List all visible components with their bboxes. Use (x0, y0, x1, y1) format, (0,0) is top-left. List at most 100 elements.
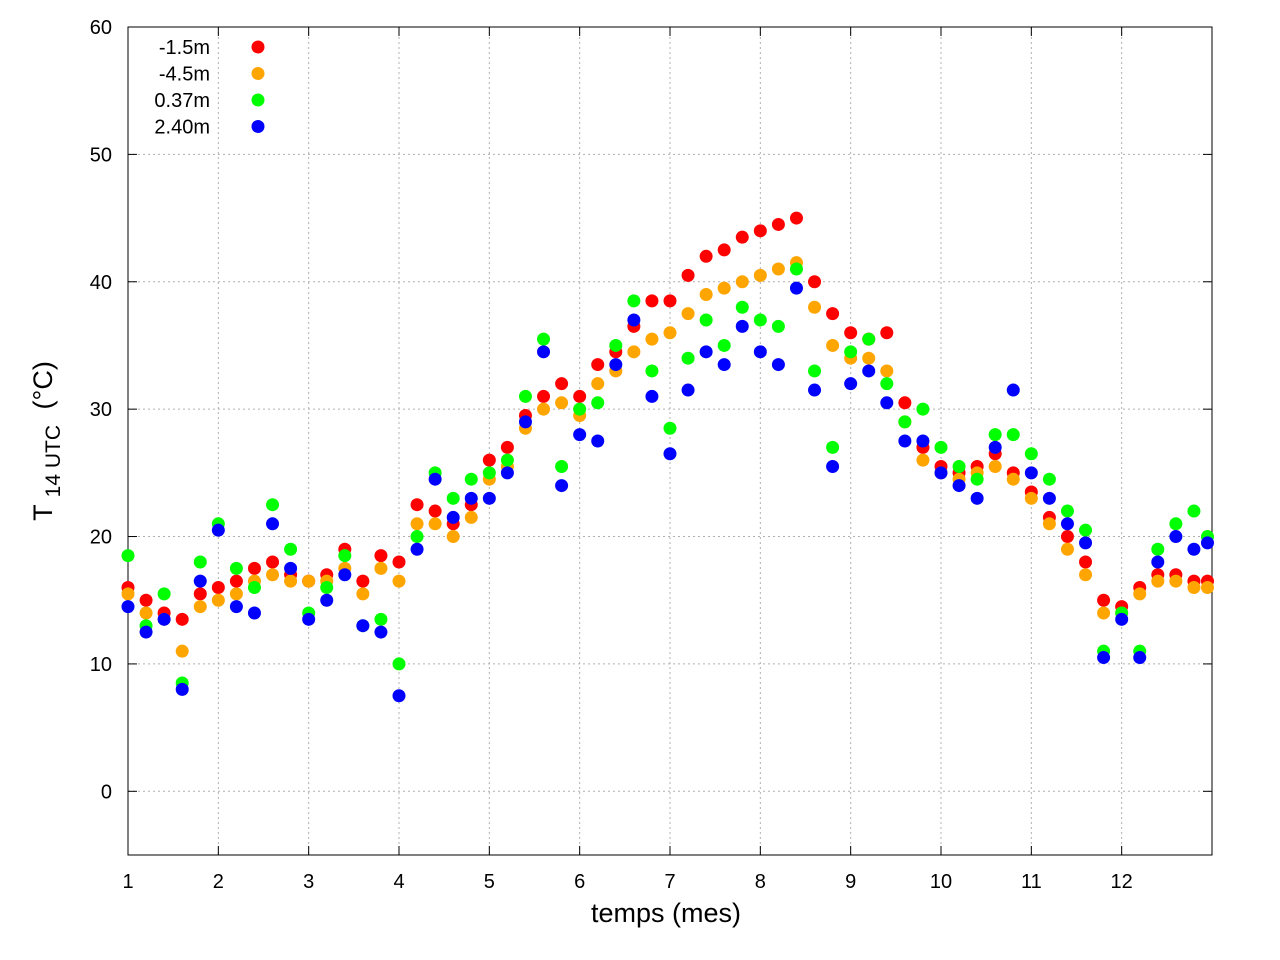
data-point (374, 625, 388, 639)
y-tick-label: 50 (90, 144, 112, 166)
data-point (898, 396, 912, 410)
data-point (1151, 574, 1165, 588)
data-point (663, 326, 677, 340)
data-point (1151, 542, 1165, 556)
data-point (1097, 606, 1111, 620)
x-tick-label: 4 (393, 871, 404, 893)
data-point (374, 549, 388, 563)
data-point (193, 574, 207, 588)
x-tick-label: 8 (755, 871, 766, 893)
data-point (1187, 504, 1201, 518)
data-point (681, 268, 695, 282)
data-point (681, 307, 695, 321)
data-point (266, 555, 280, 569)
data-point (1079, 568, 1093, 582)
data-point (1079, 523, 1093, 537)
data-point (916, 434, 930, 448)
legend-label: 0.37m (154, 90, 210, 112)
data-point (735, 319, 749, 333)
data-point (1169, 574, 1183, 588)
data-point (139, 593, 153, 607)
data-point (284, 542, 298, 556)
data-point (537, 389, 551, 403)
data-point (627, 345, 641, 359)
legend-marker (251, 40, 265, 54)
y-axis-title-unit: (°C) (28, 361, 58, 409)
data-point (771, 217, 785, 231)
data-point (789, 281, 803, 295)
data-point (1060, 517, 1074, 531)
data-point (1200, 536, 1214, 550)
data-point (428, 517, 442, 531)
data-point (175, 644, 189, 658)
data-point (880, 326, 894, 340)
x-tick-label: 5 (484, 871, 495, 893)
data-point (862, 332, 876, 346)
data-point (229, 587, 243, 601)
data-point (789, 262, 803, 276)
y-tick-label: 60 (90, 17, 112, 39)
data-point (1200, 580, 1214, 594)
y-axis-title-main: T (28, 505, 58, 521)
y-tick-label: 10 (90, 654, 112, 676)
data-point (320, 593, 334, 607)
data-point (735, 275, 749, 289)
data-point (464, 472, 478, 486)
data-point (1115, 612, 1129, 626)
data-point (157, 612, 171, 626)
series-0.37m (121, 262, 1214, 690)
data-point (320, 580, 334, 594)
data-point (988, 459, 1002, 473)
data-point (808, 383, 822, 397)
data-point (428, 472, 442, 486)
data-point (934, 440, 948, 454)
data-point (1042, 517, 1056, 531)
data-point (157, 587, 171, 601)
data-point (446, 510, 460, 524)
data-point (717, 358, 731, 372)
data-point (627, 313, 641, 327)
legend-label: -1.5m (159, 37, 210, 59)
data-point (717, 338, 731, 352)
data-point (771, 319, 785, 333)
data-point (663, 294, 677, 308)
data-point (302, 574, 316, 588)
data-point (1042, 472, 1056, 486)
x-tick-label: 11 (1021, 871, 1042, 893)
x-tick-label: 1 (122, 871, 133, 893)
data-point (338, 549, 352, 563)
data-point (645, 332, 659, 346)
data-point (247, 580, 261, 594)
data-point (880, 396, 894, 410)
data-point (916, 453, 930, 467)
data-point (139, 625, 153, 639)
legend-marker (251, 93, 265, 107)
legend-marker (251, 67, 265, 80)
data-point (844, 377, 858, 391)
data-point (645, 294, 659, 308)
data-point (392, 657, 406, 671)
data-point (392, 555, 406, 569)
x-tick-label: 6 (574, 871, 585, 893)
data-point (1060, 542, 1074, 556)
data-point (229, 574, 243, 588)
data-point (916, 402, 930, 416)
data-point (627, 294, 641, 308)
data-point (645, 389, 659, 403)
data-point (338, 568, 352, 582)
data-point (410, 530, 424, 544)
data-point (1097, 651, 1111, 665)
data-point (266, 517, 280, 531)
data-point (753, 313, 767, 327)
data-point (1042, 491, 1056, 505)
grid-layer (128, 27, 1212, 855)
data-point (862, 364, 876, 378)
data-point (356, 587, 370, 601)
legend-marker (251, 120, 265, 133)
data-point (1169, 530, 1183, 544)
data-point (482, 491, 496, 505)
data-point (1133, 651, 1147, 665)
data-point (988, 428, 1002, 442)
data-point (464, 510, 478, 524)
